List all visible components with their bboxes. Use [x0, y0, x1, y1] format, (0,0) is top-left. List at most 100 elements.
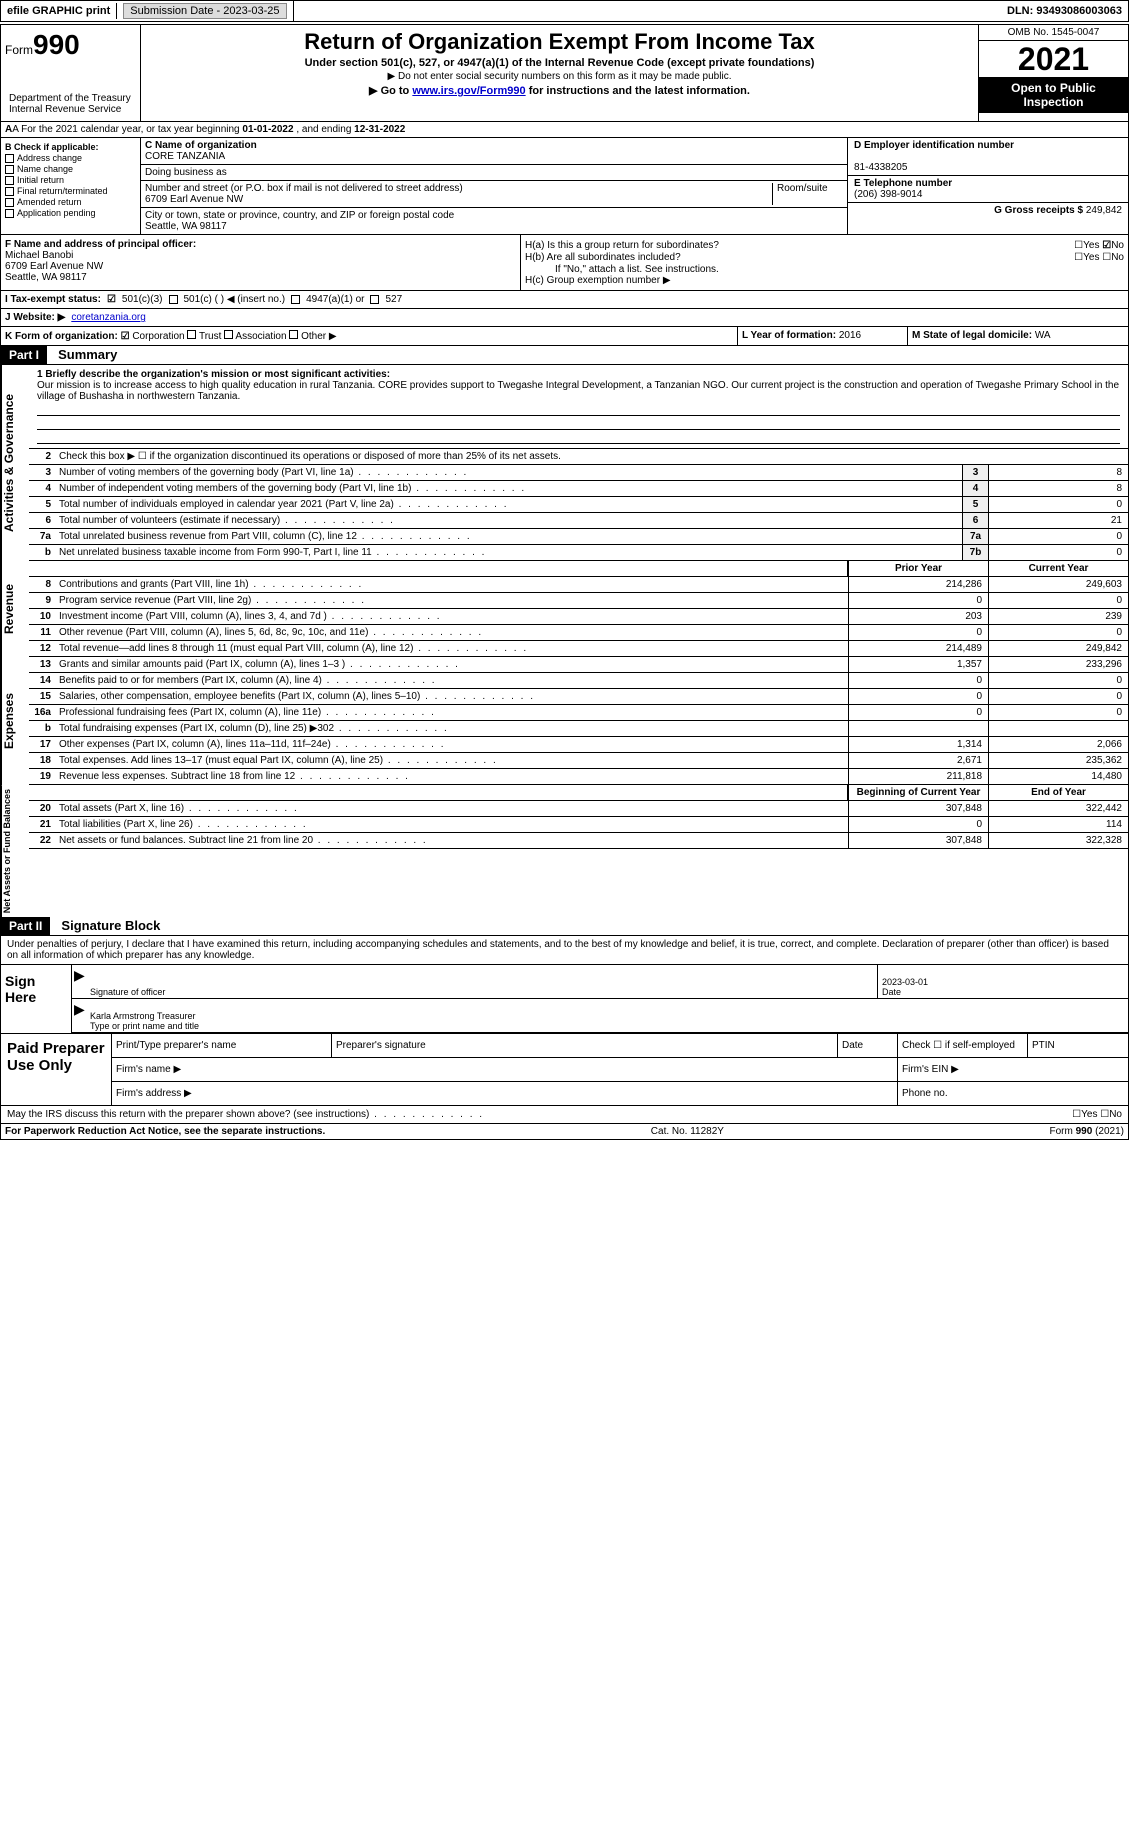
ein-label: D Employer identification number — [854, 140, 1014, 151]
sign-here-label: Sign Here — [1, 965, 71, 1033]
expenses-section: Expenses 13 Grants and similar amounts p… — [1, 657, 1128, 785]
checkbox-icon[interactable] — [5, 198, 14, 207]
part1-header: Part I Summary — [1, 346, 1128, 365]
org-name: CORE TANZANIA — [145, 151, 225, 162]
table-row: 11 Other revenue (Part VIII, column (A),… — [29, 625, 1128, 641]
tax-year: 2021 — [979, 41, 1128, 77]
prep-ptin-hdr: PTIN — [1028, 1034, 1128, 1057]
firm-addr: Firm's address ▶ — [112, 1082, 898, 1105]
mission-label: 1 Briefly describe the organization's mi… — [37, 369, 390, 380]
checkbox-icon[interactable] — [5, 165, 14, 174]
checkbox-icon[interactable] — [5, 187, 14, 196]
dba-label: Doing business as — [145, 167, 227, 178]
checkbox-icon[interactable] — [5, 154, 14, 163]
prior-year-hdr: Prior Year — [848, 561, 988, 576]
checkbox-icon — [169, 295, 178, 304]
footer-right: Form 990 (2021) — [1050, 1126, 1124, 1137]
table-row: 9 Program service revenue (Part VIII, li… — [29, 593, 1128, 609]
part1-tag: Part I — [1, 346, 47, 364]
irs-link[interactable]: www.irs.gov/Form990 — [412, 85, 525, 97]
m-cell: M State of legal domicile: WA — [908, 327, 1128, 345]
table-row: 20 Total assets (Part X, line 16) 307,84… — [29, 801, 1128, 817]
l-cell: L Year of formation: 2016 — [738, 327, 908, 345]
block-f: F Name and address of principal officer:… — [1, 235, 521, 290]
submission-btn[interactable]: Submission Date - 2023-03-25 — [123, 3, 286, 19]
block-b-heading: B Check if applicable: — [5, 142, 99, 152]
street-label: Number and street (or P.O. box if mail i… — [145, 183, 463, 194]
table-row: b Total fundraising expenses (Part IX, c… — [29, 721, 1128, 737]
omb-number: OMB No. 1545-0047 — [979, 25, 1128, 41]
prep-check-hdr: Check ☐ if self-employed — [898, 1034, 1028, 1057]
block-c: C Name of organizationCORE TANZANIA Doin… — [141, 138, 848, 234]
part2-title: Signature Block — [53, 916, 168, 935]
cb-address-change: Address change — [17, 153, 82, 163]
revenue-section: Revenue Prior Year Current Year 8 Contri… — [1, 561, 1128, 657]
checkbox-icon[interactable] — [5, 176, 14, 185]
ha-label: H(a) Is this a group return for subordin… — [525, 240, 719, 251]
officer-addr1: 6709 Earl Avenue NW — [5, 261, 103, 272]
part1-title: Summary — [50, 345, 125, 364]
hb-label: H(b) Are all subordinates included? — [525, 252, 681, 263]
table-row: 7a Total unrelated business revenue from… — [29, 529, 1128, 545]
website-label: J Website: ▶ — [5, 312, 65, 323]
sig-name-cell: Karla Armstrong TreasurerType or print n… — [86, 999, 1128, 1032]
gross-value: 249,842 — [1086, 205, 1122, 216]
footer-left: For Paperwork Reduction Act Notice, see … — [5, 1126, 325, 1137]
blocks-bcde: B Check if applicable: Address change Na… — [1, 138, 1128, 235]
current-year-hdr: Current Year — [988, 561, 1128, 576]
website-link[interactable]: coretanzania.org — [71, 312, 146, 323]
table-row: 5 Total number of individuals employed i… — [29, 497, 1128, 513]
activities-governance: Activities & Governance 1 Briefly descri… — [1, 365, 1128, 561]
rev-header: Prior Year Current Year — [29, 561, 1128, 577]
org-name-label: C Name of organization — [145, 140, 257, 151]
opt-527: 527 — [385, 294, 402, 305]
prep-sig-hdr: Preparer's signature — [332, 1034, 838, 1057]
room-label: Room/suite — [773, 183, 843, 205]
officer-name: Michael Banobi — [5, 250, 73, 261]
firm-ein: Firm's EIN ▶ — [898, 1058, 1128, 1081]
table-row: 4 Number of independent voting members o… — [29, 481, 1128, 497]
k-cell: K Form of organization: ☑ Corporation Tr… — [1, 327, 738, 345]
paid-preparer-block: Paid Preparer Use Only Print/Type prepar… — [1, 1033, 1128, 1105]
sig-officer-cell: Signature of officer — [86, 965, 878, 998]
table-row: 19 Revenue less expenses. Subtract line … — [29, 769, 1128, 785]
prep-date-hdr: Date — [838, 1034, 898, 1057]
sig-date-cell: 2023-03-01Date — [878, 965, 1128, 998]
checkbox-icon[interactable] — [5, 209, 14, 218]
arrow-icon: ▶ — [74, 967, 85, 983]
cb-app-pending: Application pending — [17, 208, 96, 218]
opt-4947: 4947(a)(1) or — [306, 294, 364, 305]
vtab-exp: Expenses — [1, 657, 29, 785]
status-label: I Tax-exempt status: — [5, 294, 101, 305]
form-title: Return of Organization Exempt From Incom… — [145, 29, 974, 55]
begin-year-hdr: Beginning of Current Year — [848, 785, 988, 800]
form-990: Form990 Department of the Treasury Inter… — [0, 24, 1129, 1140]
end-year-hdr: End of Year — [988, 785, 1128, 800]
arrow-icon: ▶ — [74, 1001, 85, 1017]
section-a: AA For the 2021 calendar year, or tax ye… — [1, 122, 1128, 138]
form-subtitle: Under section 501(c), 527, or 4947(a)(1)… — [145, 57, 974, 69]
firm-name: Firm's name ▶ — [112, 1058, 898, 1081]
cb-final: Final return/terminated — [17, 186, 108, 196]
check-icon: ☑ — [107, 294, 116, 305]
officer-addr2: Seattle, WA 98117 — [5, 272, 87, 283]
table-row: 6 Total number of volunteers (estimate i… — [29, 513, 1128, 529]
klm-row: K Form of organization: ☑ Corporation Tr… — [1, 327, 1128, 346]
table-row: 8 Contributions and grants (Part VIII, l… — [29, 577, 1128, 593]
ssn-note: ▶ Do not enter social security numbers o… — [145, 71, 974, 82]
table-row: 22 Net assets or fund balances. Subtract… — [29, 833, 1128, 849]
hb-answer: ☐Yes ☐No — [1074, 252, 1124, 263]
table-row: 12 Total revenue—add lines 8 through 11 … — [29, 641, 1128, 657]
footer-mid: Cat. No. 11282Y — [651, 1126, 724, 1137]
cb-amended: Amended return — [17, 197, 82, 207]
officer-label: F Name and address of principal officer: — [5, 239, 196, 250]
submission-date: Submission Date - 2023-03-25 — [117, 1, 293, 21]
form-number: 990 — [33, 29, 80, 60]
vtab-gov: Activities & Governance — [1, 365, 29, 561]
penalty-text: Under penalties of perjury, I declare th… — [1, 936, 1128, 965]
hb-note: If "No," attach a list. See instructions… — [525, 264, 1124, 275]
dept-label: Department of the Treasury Internal Reve… — [5, 91, 136, 117]
vtab-net: Net Assets or Fund Balances — [1, 785, 29, 917]
sign-here-block: Sign Here ▶ Signature of officer 2023-03… — [1, 965, 1128, 1033]
net-header: Beginning of Current Year End of Year — [29, 785, 1128, 801]
